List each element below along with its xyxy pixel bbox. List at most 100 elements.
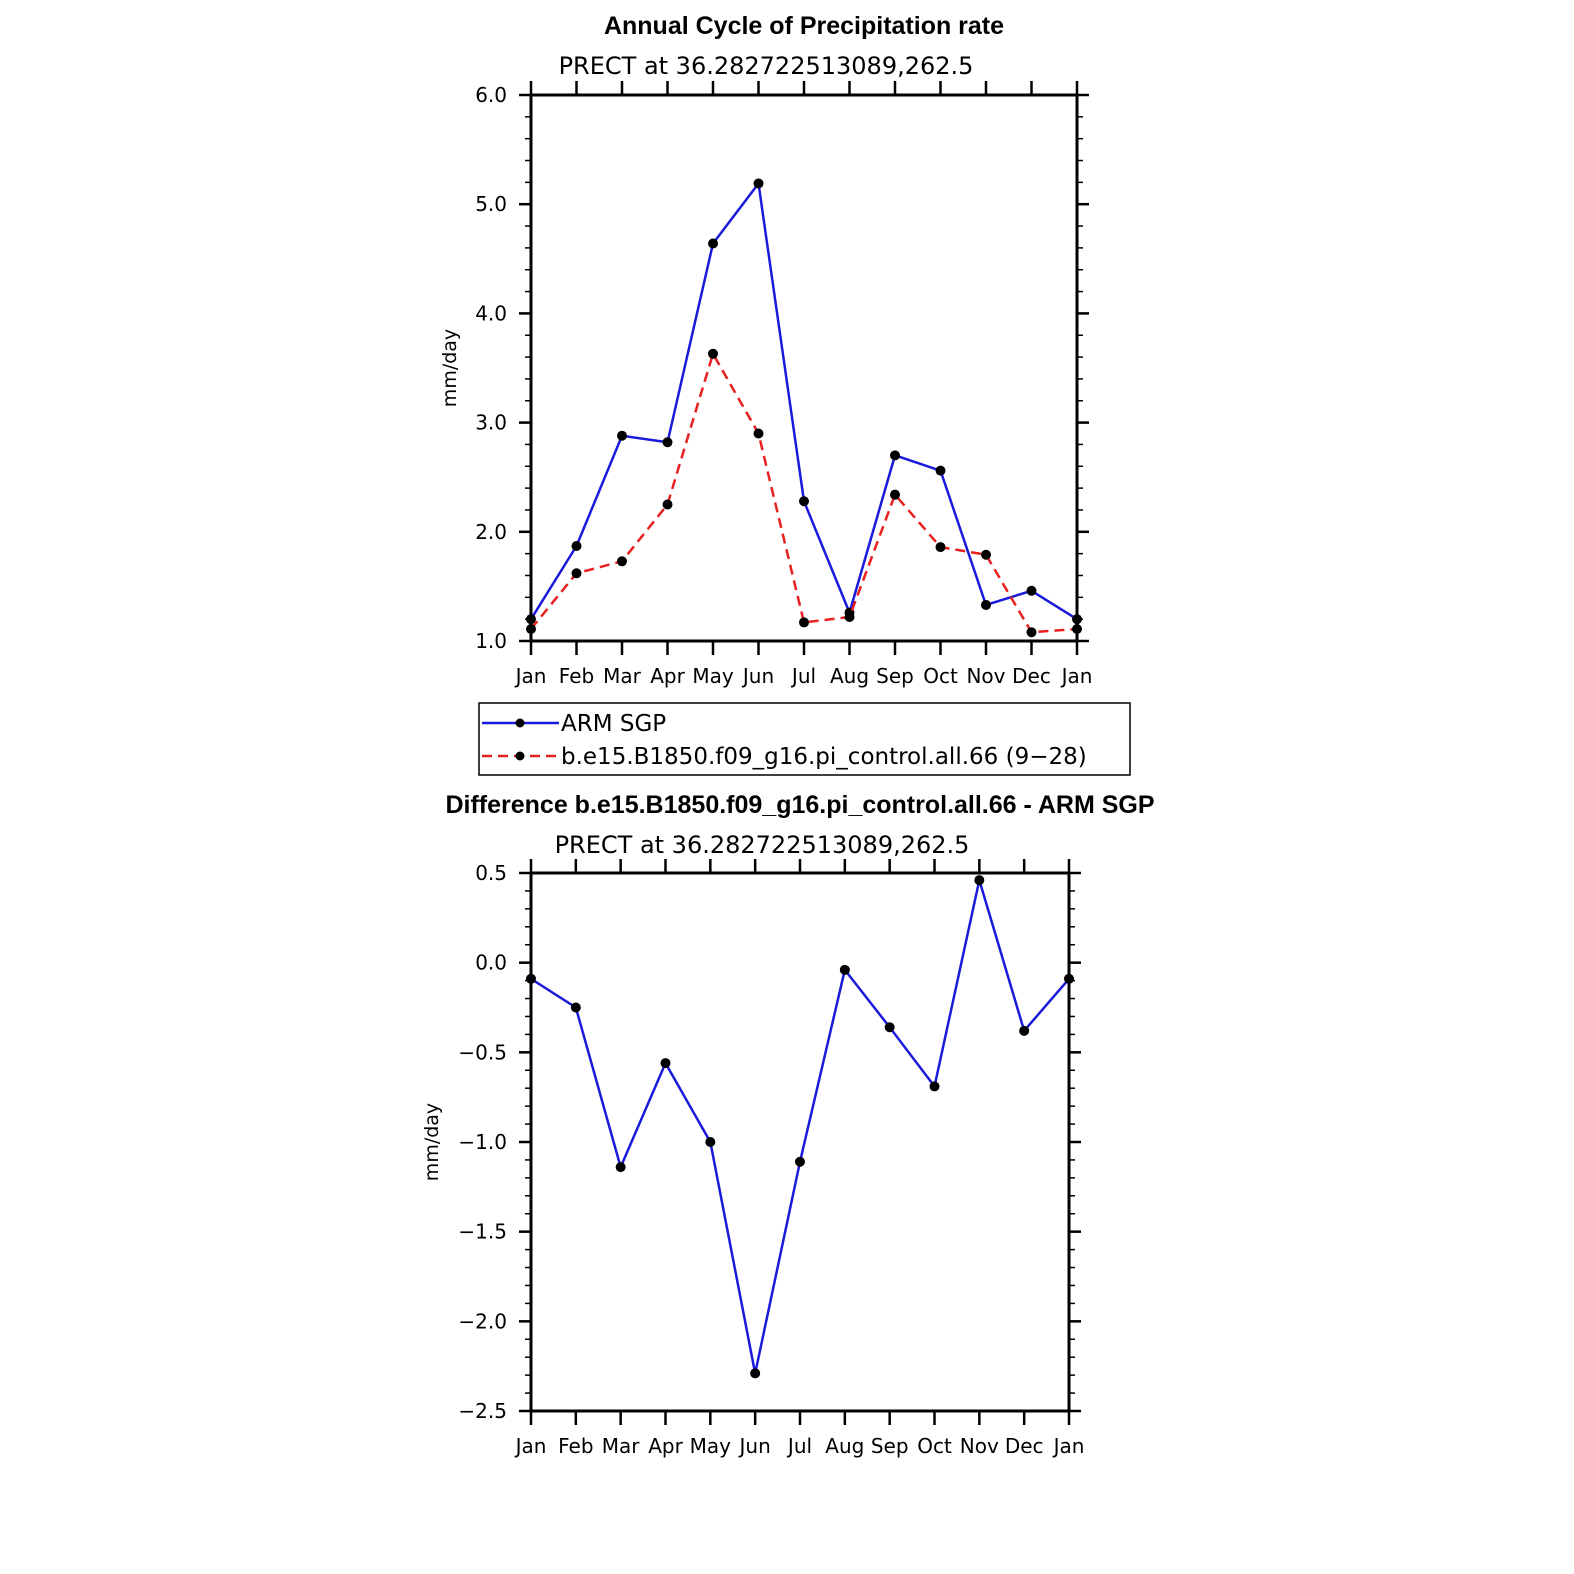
plot-frame	[529, 871, 1071, 1413]
model-series-point	[1026, 627, 1037, 638]
x-tick-label: Jan	[514, 1434, 547, 1458]
chart-subtitle: PRECT at 36.282722513089,262.5	[559, 52, 974, 80]
y-tick-labels: 1.0 2.0 3.0 4.0 5.0 6.0	[475, 83, 507, 653]
legend-box	[478, 702, 1131, 776]
x-tick-label: Oct	[923, 664, 958, 688]
x-tick-label: Jan	[514, 664, 547, 688]
x-tick-label: Apr	[648, 1434, 683, 1458]
y-tick-label: 4.0	[475, 301, 507, 325]
model-series-point	[799, 617, 809, 628]
x-tick-label: Sep	[876, 664, 914, 688]
y-tick-label: −1.0	[458, 1130, 507, 1154]
model-series-point	[708, 348, 718, 359]
model-series-point	[617, 556, 627, 567]
series-group	[526, 875, 1074, 1379]
model-series-point	[571, 568, 582, 579]
axis-ticks	[519, 81, 1089, 655]
obs-series-point	[571, 540, 582, 551]
x-tick-label: Jan	[1060, 664, 1093, 688]
model-series-point	[1072, 623, 1082, 634]
axis-ticks	[519, 859, 1081, 1425]
model-series-point	[526, 623, 536, 634]
difference-series-point	[750, 1368, 761, 1379]
obs-series-point	[935, 465, 946, 476]
y-tick-label: 1.0	[475, 629, 507, 653]
y-tick-label: 2.0	[475, 520, 507, 544]
x-tick-label: Apr	[650, 664, 685, 688]
x-tick-label: Dec	[1005, 1434, 1044, 1458]
plot-frame	[529, 93, 1079, 643]
legend-marker-obs	[515, 718, 525, 728]
y-tick-label: 5.0	[475, 192, 507, 216]
y-tick-label: 3.0	[475, 411, 507, 435]
x-tick-label: Jun	[741, 664, 774, 688]
difference-series-point	[795, 1156, 805, 1167]
y-tick-label: −1.5	[458, 1220, 507, 1244]
y-tick-label: −2.5	[458, 1399, 507, 1423]
x-tick-label: Jul	[786, 1434, 812, 1458]
difference-series-point	[660, 1058, 671, 1069]
x-tick-label: May	[690, 1434, 732, 1458]
x-tick-label: Dec	[1012, 664, 1051, 688]
difference-series-point	[1064, 973, 1074, 984]
difference-series-point	[570, 1002, 581, 1013]
y-tick-label: 0.0	[475, 951, 507, 975]
x-tick-label: Mar	[602, 1434, 641, 1458]
x-tick-label: Nov	[966, 664, 1005, 688]
difference-chart: Difference b.e15.B1850.f09_g16.pi_contro…	[421, 791, 1155, 1458]
y-tick-label: −2.0	[458, 1309, 507, 1333]
x-tick-label: May	[692, 664, 734, 688]
x-tick-label: Sep	[871, 1434, 909, 1458]
y-tick-label: 6.0	[475, 83, 507, 107]
difference-series-point	[884, 1022, 895, 1033]
y-tick-label: −0.5	[458, 1040, 507, 1064]
x-tick-label: Aug	[830, 664, 869, 688]
difference-series-point	[526, 973, 536, 984]
x-tick-label: Jun	[738, 1434, 771, 1458]
x-tick-label: Mar	[603, 664, 642, 688]
y-axis-label: mm/day	[439, 329, 461, 407]
obs-series-point	[662, 437, 673, 448]
model-series-point	[844, 611, 855, 622]
obs-series-point	[981, 599, 991, 610]
annual-cycle-chart: Annual Cycle of Precipitation rate PRECT…	[439, 12, 1092, 688]
difference-series-point	[974, 875, 985, 886]
y-tick-label: 0.5	[475, 861, 507, 885]
x-tick-label: Feb	[559, 664, 594, 688]
obs-series-point	[799, 496, 809, 507]
difference-series-point	[1019, 1025, 1030, 1036]
x-tick-label: Jul	[790, 664, 816, 688]
difference-series-point	[705, 1137, 716, 1147]
chart-title: Annual Cycle of Precipitation rate	[604, 12, 1004, 40]
model-series-point	[981, 549, 991, 560]
difference-series-point	[615, 1162, 626, 1173]
obs-series-line	[529, 182, 1078, 621]
y-tick-labels: −2.5 −2.0 −1.5 −1.0 −0.5 0.0 0.5	[458, 861, 507, 1423]
x-tick-label: Feb	[558, 1434, 593, 1458]
obs-series-point	[526, 614, 536, 625]
chart-subtitle: PRECT at 36.282722513089,262.5	[555, 831, 970, 859]
obs-series-point	[753, 178, 764, 189]
series-group	[526, 178, 1082, 638]
x-tick-label: Jan	[1052, 1434, 1085, 1458]
x-tick-label: Aug	[825, 1434, 864, 1458]
legend-label-model: b.e15.B1850.f09_g16.pi_control.all.66 (9…	[561, 744, 1087, 770]
x-tick-label: Oct	[917, 1434, 952, 1458]
legend-label-obs: ARM SGP	[561, 711, 666, 737]
obs-series-point	[708, 238, 718, 249]
chart-title: Difference b.e15.B1850.f09_g16.pi_contro…	[445, 791, 1154, 819]
legend-marker-model	[515, 751, 525, 761]
difference-series-line	[530, 878, 1070, 1375]
obs-series-point	[890, 450, 900, 461]
difference-series-point	[929, 1081, 940, 1092]
model-series-point	[890, 489, 900, 500]
legend-item-obs: ARM SGP	[482, 711, 666, 737]
difference-series-point	[839, 964, 850, 975]
model-series-point	[753, 428, 764, 439]
x-tick-labels: Jan Feb Mar Apr May Jun Jul Aug Sep Oct Nov Dec Jan	[514, 1434, 1085, 1458]
model-series-point	[662, 499, 673, 510]
obs-series-point	[617, 430, 627, 441]
obs-series-point	[1072, 614, 1082, 625]
legend-item-model: b.e15.B1850.f09_g16.pi_control.all.66 (9…	[482, 744, 1087, 770]
